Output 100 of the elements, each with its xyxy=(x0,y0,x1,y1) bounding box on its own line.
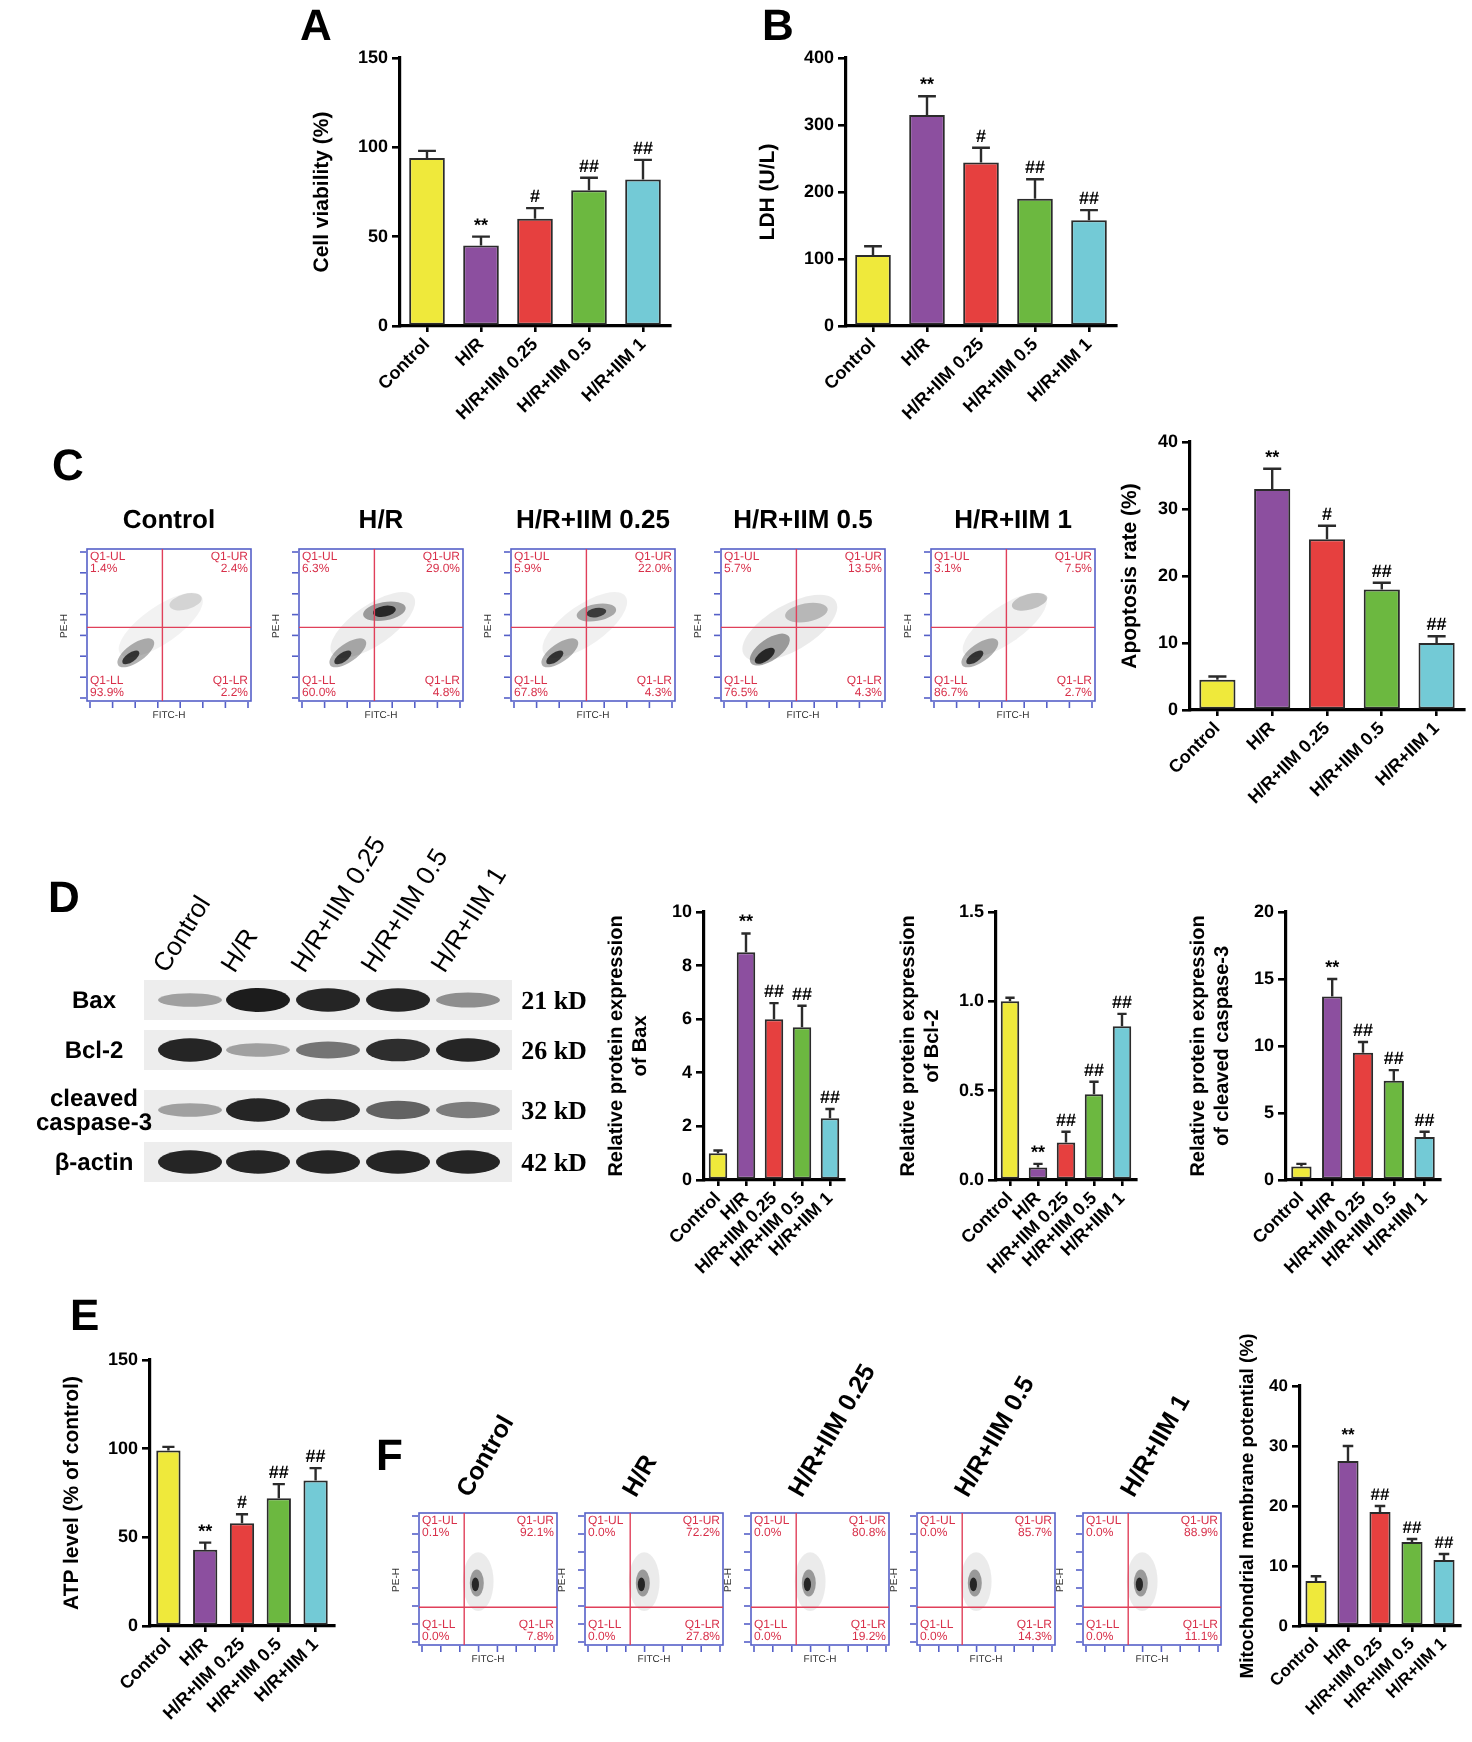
y-tick-label: 30 xyxy=(1269,1434,1289,1455)
x-tick-label: H/R xyxy=(451,333,489,370)
annotation: ## xyxy=(632,137,654,158)
annotation: ** xyxy=(738,911,754,932)
annotation: # xyxy=(1321,503,1333,524)
category-label: cleaved caspase-3 xyxy=(35,1084,153,1136)
y-tick-label: 1.5 xyxy=(958,900,984,921)
category-label: β-actin xyxy=(54,1148,134,1176)
category-label: 26 kD xyxy=(521,1035,587,1065)
category-label: Control xyxy=(122,504,216,534)
y-tick-label: 0.5 xyxy=(958,1079,984,1100)
category-label: H/R xyxy=(616,1449,663,1501)
annotation: ** xyxy=(1265,446,1281,467)
annotation: ** xyxy=(1341,1424,1356,1445)
y-tick-label: 20 xyxy=(1157,564,1178,585)
y-tick-label: 0 xyxy=(127,1614,138,1635)
text: D xyxy=(48,872,80,922)
annotation: ## xyxy=(1434,1532,1454,1553)
annotation: ## xyxy=(1083,1059,1105,1080)
y-tick-label: 150 xyxy=(357,46,388,67)
y-tick-label: 100 xyxy=(357,136,388,157)
y-tick-label: 0 xyxy=(1278,1614,1289,1635)
category-label: 42 kD xyxy=(521,1147,587,1177)
y-axis-title: LDH (U/L) xyxy=(756,143,781,241)
y-tick-label: 0 xyxy=(823,314,834,335)
y-axis-title: Relative protein expression of cleaved caspase-3 xyxy=(1187,915,1234,1177)
y-axis-title: Apoptosis rate (%) xyxy=(1118,483,1143,669)
y-tick-label: 0 xyxy=(1167,698,1178,719)
chart-title: B xyxy=(762,0,794,50)
category-label: 21 kD xyxy=(521,985,587,1015)
annotation: ## xyxy=(1426,614,1447,635)
annotation: ## xyxy=(1371,560,1392,581)
y-tick-label: 40 xyxy=(1269,1374,1289,1395)
annotation: ## xyxy=(763,981,785,1002)
y-tick-label: 0 xyxy=(681,1168,692,1189)
annotation: ## xyxy=(1055,1109,1077,1130)
category-label: H/R xyxy=(214,923,264,978)
annotation: ** xyxy=(198,1520,214,1541)
y-axis-title: Relative protein expression of Bcl-2 xyxy=(897,915,944,1177)
y-axis-title: Relative protein expression of Bax xyxy=(605,915,652,1177)
annotation: ## xyxy=(819,1086,841,1107)
category-label: Bcl-2 xyxy=(64,1036,124,1064)
y-tick-label: 4 xyxy=(681,1061,692,1082)
y-tick-label: 15 xyxy=(1253,967,1274,988)
category-label: H/R xyxy=(358,504,404,534)
y-tick-label: 5 xyxy=(1263,1101,1274,1122)
y-tick-label: 10 xyxy=(671,900,692,921)
y-tick-label: 100 xyxy=(107,1437,138,1458)
text: F xyxy=(376,1430,403,1480)
y-axis-title: ATP level (% of control) xyxy=(60,1376,85,1610)
y-tick-label: 150 xyxy=(107,1348,138,1369)
text: C xyxy=(52,440,84,490)
annotation: ** xyxy=(473,214,489,235)
y-tick-label: 200 xyxy=(803,180,834,201)
x-tick-label: H/R xyxy=(897,333,935,370)
category-label: 32 kD xyxy=(521,1095,587,1125)
annotation: ** xyxy=(1325,956,1341,977)
category-label: H/R+IIM 0.5 xyxy=(733,504,873,534)
y-tick-label: 6 xyxy=(681,1008,692,1029)
annotation: ## xyxy=(305,1446,326,1467)
y-tick-label: 10 xyxy=(1269,1554,1289,1575)
y-tick-label: 10 xyxy=(1157,631,1178,652)
annotation: ## xyxy=(1024,157,1046,178)
y-tick-label: 30 xyxy=(1157,497,1178,518)
chart-title: A xyxy=(300,0,332,50)
category-label: Bax xyxy=(71,986,116,1014)
annotation: ** xyxy=(1030,1141,1046,1162)
annotation: ## xyxy=(1414,1109,1435,1130)
y-axis-title: Mitochondrial membrane potential (%) xyxy=(1236,1333,1259,1679)
annotation: ## xyxy=(1370,1484,1390,1505)
y-tick-label: 10 xyxy=(1253,1034,1274,1055)
annotation: ## xyxy=(578,155,600,176)
chart-title: E xyxy=(70,1290,100,1340)
y-tick-label: 0 xyxy=(1263,1168,1274,1189)
y-tick-label: 20 xyxy=(1253,900,1274,921)
annotation: # xyxy=(529,186,541,207)
annotation: ## xyxy=(791,983,813,1004)
annotation: ## xyxy=(268,1462,289,1483)
y-tick-label: 40 xyxy=(1157,430,1178,451)
annotation: ## xyxy=(1383,1048,1404,1069)
annotation: ** xyxy=(919,74,935,95)
y-tick-label: 300 xyxy=(803,113,834,134)
y-tick-label: 0.0 xyxy=(958,1168,984,1189)
y-axis-title: Cell viability (%) xyxy=(310,111,335,273)
y-tick-label: 20 xyxy=(1269,1494,1289,1515)
annotation: # xyxy=(236,1492,248,1513)
y-tick-label: 400 xyxy=(803,46,834,67)
annotation: ## xyxy=(1352,1019,1374,1040)
annotation: ## xyxy=(1078,188,1100,209)
annotation: ## xyxy=(1111,991,1133,1012)
category-label: H/R+IIM 0.25 xyxy=(516,504,670,534)
y-tick-label: 50 xyxy=(367,225,388,246)
y-tick-label: 2 xyxy=(681,1115,692,1136)
y-tick-label: 100 xyxy=(803,247,834,268)
y-tick-label: 50 xyxy=(117,1526,138,1547)
annotation: # xyxy=(975,125,987,146)
annotation: ## xyxy=(1402,1517,1422,1538)
y-tick-label: 1.0 xyxy=(958,990,984,1011)
y-tick-label: 0 xyxy=(377,314,388,335)
y-tick-label: 8 xyxy=(681,954,692,975)
